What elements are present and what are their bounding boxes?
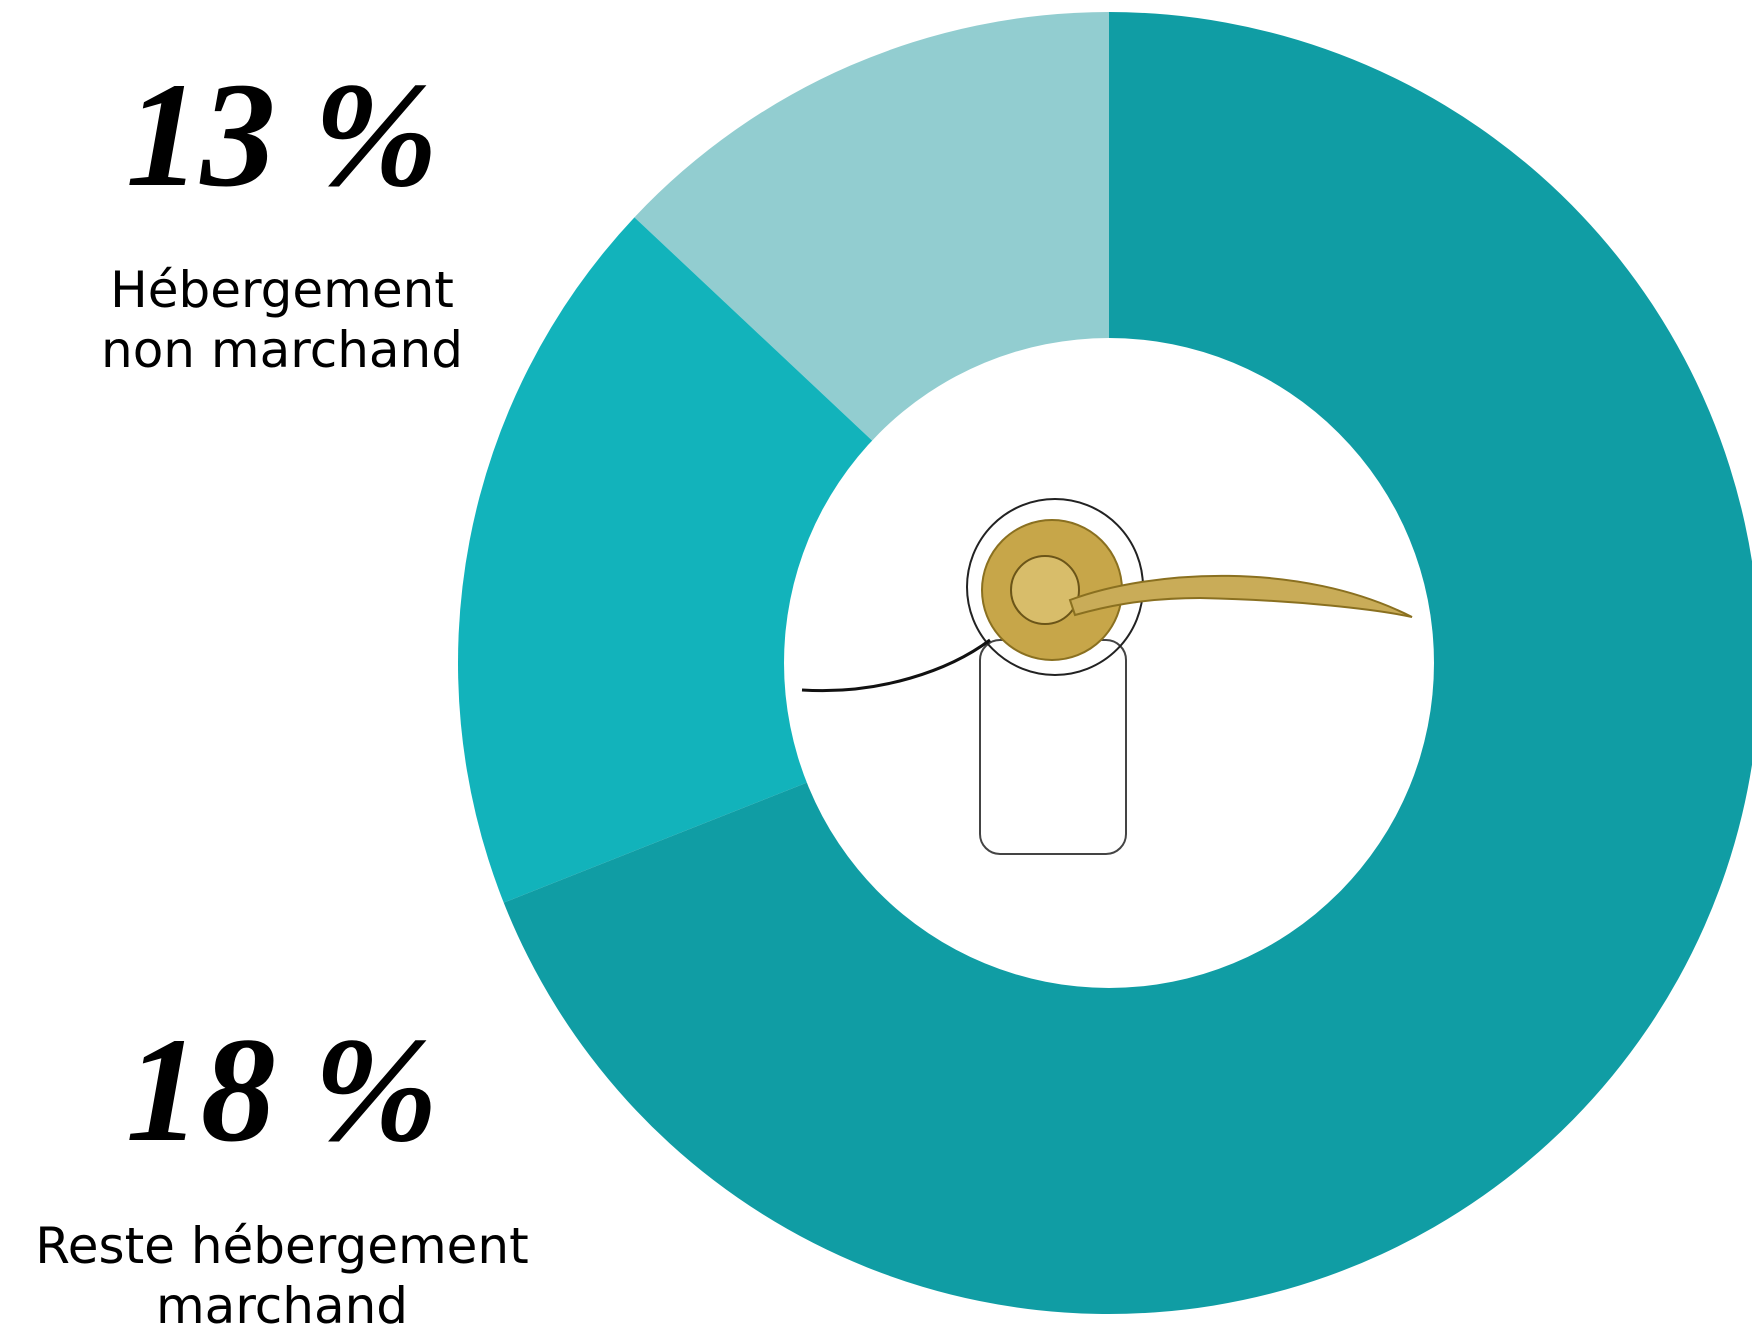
door-handle-icon (801, 498, 1413, 855)
donut-hole (784, 338, 1434, 988)
donut-segment (457, 217, 1110, 903)
value-label: 13 % (125, 52, 439, 218)
category-label: Hébergement non marchand (101, 261, 463, 379)
category-label: Reste hébergement marchand (35, 1217, 529, 1335)
value-label: 18 % (125, 1007, 439, 1173)
